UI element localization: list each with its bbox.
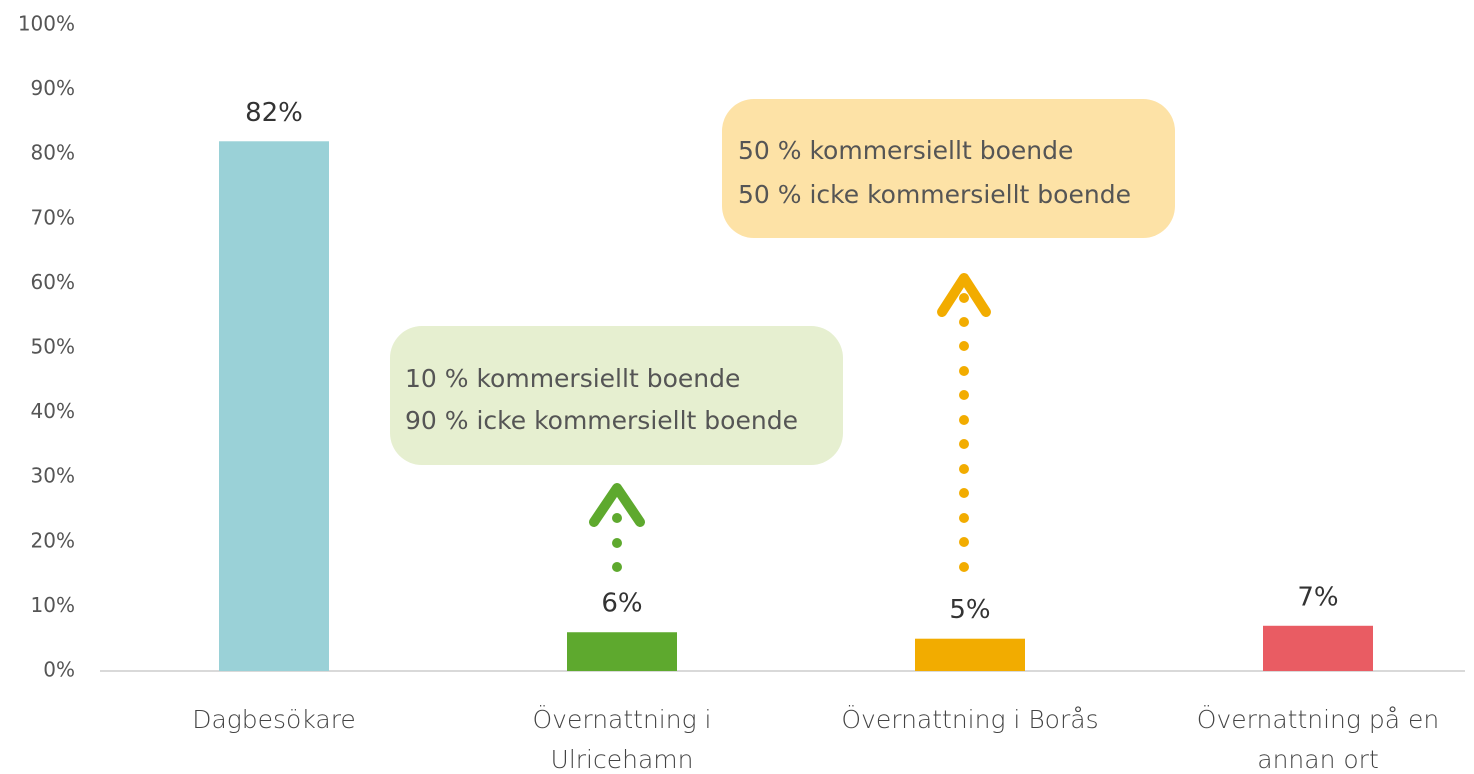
y-tick-label: 20% — [31, 528, 75, 552]
arrow-orange — [937, 273, 991, 572]
annotation-text: 50 % icke kommersiellt boende — [738, 180, 1131, 209]
annotation-box — [390, 326, 843, 465]
y-tick-label: 10% — [31, 593, 75, 617]
x-tick-label: Övernattning i Ulricehamn — [532, 705, 712, 774]
y-tick-label: 60% — [31, 270, 75, 294]
y-tick-label: 90% — [31, 76, 75, 100]
y-tick-label: 30% — [31, 464, 75, 488]
y-tick-label: 80% — [31, 141, 75, 165]
y-tick-label: 50% — [31, 335, 75, 359]
y-tick-label: 0% — [43, 658, 75, 682]
bar — [219, 141, 329, 671]
value-label: 5% — [949, 595, 990, 625]
bar — [1263, 625, 1373, 671]
x-tick-label: Övernattning i Borås — [841, 705, 1099, 734]
annotation-box — [722, 99, 1175, 238]
value-label: 6% — [601, 589, 642, 619]
bar — [567, 632, 677, 671]
y-tick-label: 100% — [18, 12, 75, 36]
x-tick-label: Övernattning på en annan ort — [1196, 705, 1440, 774]
y-tick-label: 40% — [31, 399, 75, 423]
arrow-green — [589, 483, 645, 572]
annotation-text: 90 % icke kommersiellt boende — [405, 406, 798, 435]
value-label: 82% — [245, 98, 303, 128]
annotation-text: 10 % kommersiellt boende — [405, 364, 740, 393]
y-tick-label: 70% — [31, 205, 75, 229]
value-label: 7% — [1297, 582, 1338, 612]
annotation-text: 50 % kommersiellt boende — [738, 136, 1073, 165]
x-tick-label: Dagbesökare — [192, 705, 356, 734]
bar — [915, 638, 1025, 671]
